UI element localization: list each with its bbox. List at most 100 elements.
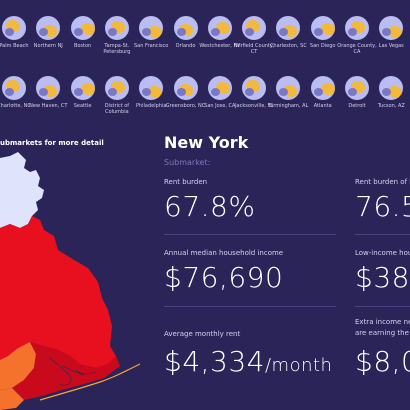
city-map-thumbnail-icon <box>2 76 26 100</box>
city-thumbnail-label: Detroit <box>348 103 366 109</box>
map-shape <box>279 88 289 96</box>
city-thumbnail[interactable]: Palm Beach <box>0 16 36 49</box>
city-thumbnail-label: Atlanta <box>313 103 332 109</box>
city-thumbnail-label: Orlando <box>175 43 196 49</box>
city-thumbnail[interactable]: Philadelphia <box>129 76 173 109</box>
city-thumbnail[interactable]: San Francisco <box>129 16 173 49</box>
low-income-household-label: Low-income hous <box>355 249 410 257</box>
map-shape <box>210 88 220 96</box>
map-shape <box>176 88 186 96</box>
city-thumbnail[interactable]: Jacksonville, FL <box>232 76 276 109</box>
city-map-thumbnail-icon <box>207 76 232 100</box>
city-thumbnail-label: Palm Beach <box>0 43 29 49</box>
city-thumbnail-label: Charlotte, NC <box>0 103 31 109</box>
city-thumbnail[interactable]: Northern NJ <box>26 16 70 49</box>
city-map-thumbnail-icon <box>345 76 369 100</box>
map-shape <box>348 88 357 96</box>
city-thumbnail-label: Orange County, CA <box>337 43 377 55</box>
divider-2b <box>355 306 410 307</box>
city-thumbnail-label: Northern NJ <box>33 43 63 49</box>
city-thumbnail[interactable]: District of Columbia <box>95 76 139 115</box>
city-thumbnail[interactable]: Fairfield County, CT <box>232 16 276 55</box>
city-thumbnail[interactable]: Westchester, NY <box>198 16 242 49</box>
city-thumbnail[interactable]: Birmingham, AL <box>266 76 310 109</box>
map-shape <box>148 26 163 38</box>
map-shape <box>382 28 392 36</box>
map-region-orange[interactable] <box>0 342 36 390</box>
map-shape <box>5 28 14 36</box>
city-thumbnail-label: Charleston, SC <box>269 43 307 49</box>
city-map-thumbnail-icon <box>104 76 129 100</box>
map-shape <box>142 28 152 36</box>
city-thumbnail[interactable]: Tampa-St. Petersburg <box>95 16 139 55</box>
city-thumbnail[interactable]: Seattle <box>61 76 105 109</box>
city-map-thumbnail-icon <box>242 76 267 100</box>
city-thumbnail[interactable]: New Haven, CT <box>26 76 70 109</box>
city-map-thumbnail-icon <box>310 16 335 40</box>
city-thumbnail-label: Tucson, AZ <box>377 103 405 109</box>
city-thumbnail[interactable]: Orlando <box>164 16 208 49</box>
city-thumbnail[interactable]: Boston <box>61 16 105 49</box>
map-shape <box>73 88 83 96</box>
city-thumbnail[interactable]: Atlanta <box>301 76 345 109</box>
city-thumbnail[interactable]: San Diego <box>301 16 345 49</box>
low-income-household-value: $38 <box>355 261 410 294</box>
city-map-thumbnail-icon <box>104 16 129 40</box>
map-shape <box>39 28 49 36</box>
map-shape <box>210 28 220 36</box>
city-thumbnail[interactable]: San Jose, CA <box>198 76 242 109</box>
city-thumbnail[interactable]: Las Vegas <box>369 16 410 49</box>
map-region-light[interactable] <box>0 152 44 228</box>
submarket-map[interactable] <box>0 150 140 410</box>
city-map-thumbnail-icon <box>173 16 198 40</box>
city-thumbnail[interactable]: Charlotte, NC <box>0 76 36 109</box>
divider-1 <box>164 234 336 235</box>
map-shape <box>107 88 117 96</box>
city-thumbnail-label: Boston <box>73 43 92 49</box>
map-shape <box>80 23 95 35</box>
map-shape <box>107 28 117 36</box>
city-thumbnail-label: San Francisco <box>134 43 169 49</box>
map-shape <box>320 83 335 95</box>
city-thumbnail-label: District of Columbia <box>104 103 130 115</box>
city-thumbnail[interactable]: Orange County, CA <box>335 16 379 55</box>
city-thumbnail[interactable]: Charleston, SC <box>266 16 310 49</box>
extra-income-value: $8,0 <box>355 345 410 378</box>
submarket-label: Submarket: <box>164 158 211 167</box>
map-region-dark-red[interactable] <box>12 342 120 400</box>
average-rent-value: $4,334/month <box>164 345 332 378</box>
map-region-orange-coast[interactable] <box>0 388 24 410</box>
city-map-thumbnail-icon <box>207 16 232 40</box>
city-thumbnail[interactable]: Tucson, AZ <box>369 76 410 109</box>
rent-burden-label: Rent burden <box>164 178 208 186</box>
city-thumbnail-label: Greensboro, NC <box>165 103 206 109</box>
median-income-value: $76,690 <box>164 261 284 294</box>
map-region-coast[interactable] <box>39 363 140 401</box>
city-map-thumbnail-icon <box>70 16 95 40</box>
average-rent-label: Average monthly rent <box>164 330 241 338</box>
map-shape <box>313 88 323 96</box>
map-shape <box>388 26 403 38</box>
city-thumbnail-label: Fairfield County, CT <box>233 43 275 55</box>
extra-income-label-line-2: are earning the m <box>355 329 410 337</box>
average-rent-amount: $4,334 <box>164 345 265 378</box>
map-shape <box>348 28 357 36</box>
city-thumbnails-row-2: Charlotte, NC New Haven, CT Seattle Distric… <box>0 76 410 136</box>
map-shape <box>388 86 403 98</box>
city-thumbnail[interactable]: Greensboro, NC <box>164 76 208 109</box>
city-map-thumbnail-icon <box>36 76 61 100</box>
divider-1b <box>355 234 410 235</box>
city-title: New York <box>164 133 249 152</box>
city-thumbnail[interactable]: Detroit <box>335 76 379 109</box>
city-map-thumbnail-icon <box>276 76 301 100</box>
map-shape <box>148 86 163 98</box>
map-shape <box>245 88 255 96</box>
city-map-thumbnail-icon <box>379 16 404 40</box>
rent-burden-low-income-label: Rent burden of lo <box>355 178 410 186</box>
city-thumbnail-label: Jacksonville, FL <box>235 103 274 109</box>
map-detail-lines <box>49 357 97 386</box>
map-region-red[interactable] <box>0 216 116 368</box>
city-thumbnail-label: Westchester, NY <box>199 43 241 49</box>
city-thumbnail-label: Philadelphia <box>135 103 167 109</box>
city-thumbnail-label: New Haven, CT <box>29 103 68 109</box>
